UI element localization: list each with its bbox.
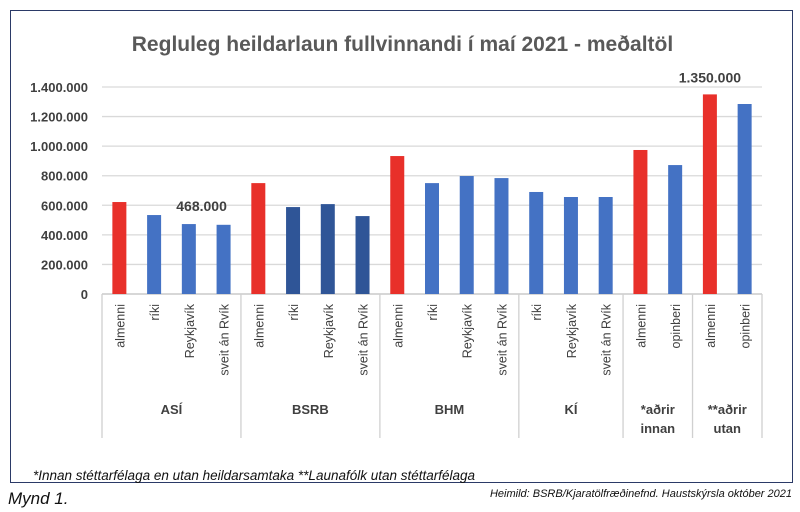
- category-label: opinberi: [669, 304, 683, 348]
- bar: [563, 197, 578, 294]
- y-tick-label: 800.000: [41, 169, 88, 184]
- category-label: ríki: [287, 304, 301, 321]
- category-label: Reykjavík: [461, 303, 475, 358]
- category-label: almenni: [391, 304, 405, 348]
- category-label: opinberi: [739, 304, 753, 348]
- chart-frame: Regluleg heildarlaun fullvinnandi í maí …: [10, 10, 793, 483]
- bar: [181, 224, 196, 294]
- group-label: *aðrir: [641, 402, 675, 417]
- category-label: ríki: [530, 304, 544, 321]
- bar: [529, 191, 544, 294]
- group-label: **aðrir: [708, 402, 747, 417]
- category-label: ríki: [148, 304, 162, 321]
- bar: [320, 204, 335, 294]
- bar: [737, 104, 752, 294]
- bar: [355, 216, 370, 294]
- category-label: ríki: [426, 304, 440, 321]
- category-label: sveit án Rvík: [357, 303, 371, 375]
- y-tick-label: 1.400.000: [30, 80, 88, 95]
- group-label: BSRB: [292, 402, 329, 417]
- chart-title: Regluleg heildarlaun fullvinnandi í maí …: [131, 33, 674, 56]
- source-note: Heimild: BSRB/Kjaratölfræðinefnd. Hausts…: [489, 488, 792, 500]
- bar: [459, 176, 474, 294]
- bar: [216, 224, 231, 294]
- bar: [251, 183, 266, 294]
- category-label: Reykjavík: [322, 303, 336, 358]
- data-label: 468.000: [176, 198, 227, 214]
- category-label: Reykjavík: [565, 303, 579, 358]
- group-label: KÍ: [564, 402, 577, 417]
- bar: [668, 165, 683, 294]
- bar: [390, 156, 405, 294]
- y-tick-label: 200.000: [41, 257, 88, 272]
- y-tick-label: 1.000.000: [30, 139, 88, 154]
- y-tick-label: 0: [81, 287, 88, 302]
- category-label: almenni: [634, 304, 648, 348]
- category-label: almenni: [252, 304, 266, 348]
- bar: [425, 183, 439, 294]
- group-label: BHM: [435, 402, 465, 417]
- y-tick-label: 1.200.000: [30, 110, 88, 125]
- y-tick-label: 600.000: [41, 198, 88, 213]
- group-label: ASÍ: [161, 402, 183, 417]
- footnote: *Innan stéttarfélaga en utan heildarsamt…: [33, 468, 476, 483]
- bar: [112, 202, 127, 294]
- data-label: 1.350.000: [679, 69, 741, 85]
- y-tick-label: 400.000: [41, 228, 88, 243]
- figure-label: Mynd 1.: [8, 489, 69, 508]
- group-label: utan: [714, 421, 742, 436]
- bar: [286, 207, 301, 294]
- category-label: sveit án Rvík: [218, 303, 232, 375]
- bar: [147, 215, 162, 294]
- category-label: almenni: [113, 304, 127, 348]
- group-label: innan: [640, 421, 675, 436]
- category-label: almenni: [704, 304, 718, 348]
- bar: [702, 94, 717, 295]
- category-label: sveit án Rvík: [600, 303, 614, 375]
- category-label: sveit án Rvík: [495, 303, 509, 375]
- bar: [598, 197, 613, 294]
- bar: [494, 178, 509, 294]
- bar: [633, 149, 648, 294]
- category-label: Reykjavík: [183, 303, 197, 358]
